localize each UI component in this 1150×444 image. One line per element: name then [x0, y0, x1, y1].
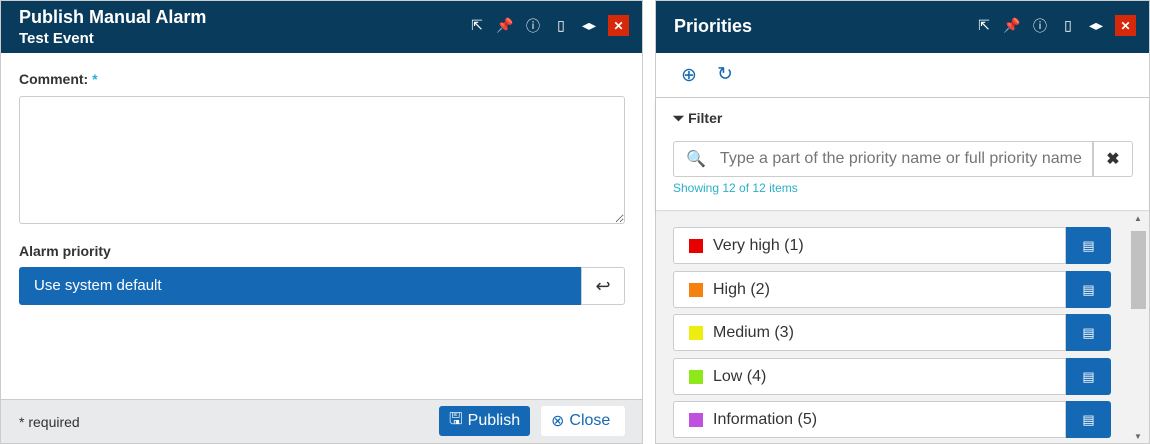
priority-name: Low (4)	[713, 367, 767, 385]
list-icon: ▤	[1082, 411, 1095, 427]
priority-select[interactable]: Use system default	[19, 267, 581, 305]
publish-button[interactable]: 🖫 Publish	[439, 406, 531, 436]
scrollbar[interactable]: ▲ ▼	[1130, 212, 1147, 443]
filter-section: ⏷ Filter 🔍 ✖ Showing 12 of 12 items	[656, 98, 1149, 211]
priority-list: Very high (1) ▤ High (2) ▤ Medium (3) ▤ Low (4…	[656, 212, 1149, 443]
reset-priority-button[interactable]: ↩	[581, 267, 625, 305]
list-icon: ▤	[1082, 324, 1095, 340]
panel-header: Publish Manual Alarm Test Event ⇱ 📌 ⓘ ▯ …	[1, 1, 642, 53]
close-button[interactable]: ⊗ Close	[541, 406, 625, 436]
item-count: Showing 12 of 12 items	[673, 181, 798, 195]
clear-search-button[interactable]: ✖	[1093, 141, 1133, 177]
close-icon[interactable]: ✕	[608, 15, 629, 36]
filter-icon: ⏷	[673, 110, 685, 126]
publish-alarm-panel: Publish Manual Alarm Test Event ⇱ 📌 ⓘ ▯ …	[0, 0, 643, 444]
panel-header: Priorities ⇱ 📌 ⓘ ▯ ◂▸ ✕	[656, 1, 1149, 53]
details-button[interactable]: ▤	[1066, 358, 1111, 395]
footer: * required 🖫 Publish ⊗ Close	[1, 399, 642, 443]
toolbar: ⊕ ↻	[656, 53, 1149, 98]
panel-subtitle: Test Event	[19, 30, 94, 47]
resize-icon[interactable]: ◂▸	[1088, 17, 1104, 33]
info-icon[interactable]: ⓘ	[1033, 17, 1047, 34]
required-note: * required	[19, 414, 80, 430]
color-swatch	[689, 369, 703, 384]
panel-title: Publish Manual Alarm	[19, 7, 207, 27]
priority-item[interactable]: Information (5)	[673, 401, 1066, 438]
priority-name: High (2)	[713, 280, 770, 298]
priorities-panel: Priorities ⇱ 📌 ⓘ ▯ ◂▸ ✕ ⊕ ↻ ⏷ Filter 🔍 ✖…	[655, 0, 1150, 444]
info-icon[interactable]: ⓘ	[526, 17, 540, 34]
priority-name: Very high (1)	[713, 236, 804, 254]
comment-label: Comment: *	[19, 71, 98, 87]
scrollbar-thumb[interactable]	[1131, 231, 1146, 309]
popout-icon[interactable]: ⇱	[978, 17, 990, 33]
search-icon: 🔍	[686, 151, 706, 168]
list-item[interactable]: Information (5) ▤	[673, 401, 1111, 438]
priority-item[interactable]: Medium (3)	[673, 314, 1066, 351]
list-icon: ▤	[1082, 368, 1095, 384]
color-swatch	[689, 325, 703, 340]
pdf-icon[interactable]: ▯	[1064, 17, 1072, 33]
list-item[interactable]: Low (4) ▤	[673, 358, 1111, 395]
filter-heading: ⏷ Filter	[673, 110, 723, 126]
list-item[interactable]: Medium (3) ▤	[673, 314, 1111, 351]
search-input[interactable]	[719, 150, 1090, 168]
color-swatch	[689, 412, 703, 427]
list-icon: ▤	[1082, 281, 1095, 297]
clear-icon: ✖	[1106, 151, 1120, 168]
list-item[interactable]: High (2) ▤	[673, 271, 1111, 308]
priority-name: Information (5)	[713, 410, 818, 428]
undo-icon: ↩	[595, 275, 611, 296]
panel-title: Priorities	[674, 16, 753, 36]
close-icon[interactable]: ✕	[1115, 15, 1136, 36]
popout-icon[interactable]: ⇱	[471, 17, 483, 33]
details-button[interactable]: ▤	[1066, 227, 1111, 264]
priority-item[interactable]: High (2)	[673, 271, 1066, 308]
add-icon[interactable]: ⊕	[681, 65, 697, 86]
pdf-icon[interactable]: ▯	[557, 17, 565, 33]
details-button[interactable]: ▤	[1066, 401, 1111, 438]
details-button[interactable]: ▤	[1066, 271, 1111, 308]
priority-label: Alarm priority	[19, 243, 111, 259]
priority-item[interactable]: Very high (1)	[673, 227, 1066, 264]
priority-item[interactable]: Low (4)	[673, 358, 1066, 395]
close-circle-icon: ⊗	[551, 413, 565, 430]
refresh-icon[interactable]: ↻	[717, 64, 733, 85]
publish-icon: 🖫	[449, 410, 463, 428]
list-icon: ▤	[1082, 237, 1095, 253]
resize-icon[interactable]: ◂▸	[581, 17, 597, 33]
pin-icon[interactable]: 📌	[1003, 17, 1021, 33]
color-swatch	[689, 282, 703, 297]
comment-input[interactable]	[19, 96, 625, 224]
pin-icon[interactable]: 📌	[496, 17, 514, 33]
details-button[interactable]: ▤	[1066, 314, 1111, 351]
search-box: 🔍	[673, 141, 1093, 177]
color-swatch	[689, 238, 703, 253]
list-item[interactable]: Very high (1) ▤	[673, 227, 1111, 264]
priority-name: Medium (3)	[713, 323, 794, 341]
